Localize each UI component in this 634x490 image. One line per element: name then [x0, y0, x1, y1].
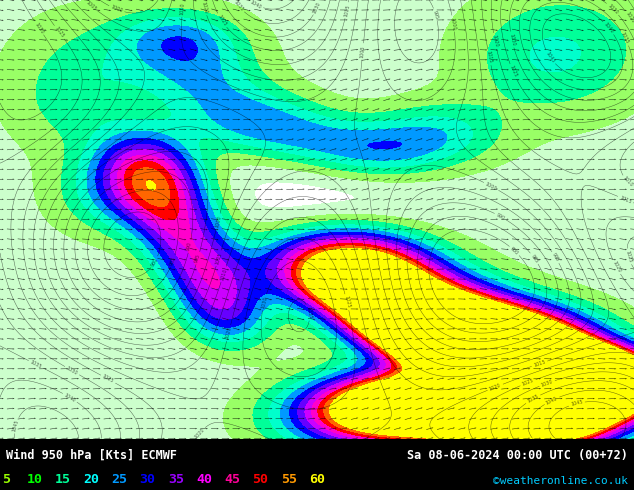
Text: 995: 995: [432, 10, 439, 20]
Text: 1025: 1025: [624, 250, 633, 263]
Text: 30: 30: [139, 473, 155, 486]
Text: 1035: 1035: [306, 306, 313, 319]
Text: Sa 08-06-2024 00:00 UTC (00+72): Sa 08-06-2024 00:00 UTC (00+72): [407, 449, 628, 462]
Text: 1005: 1005: [85, 0, 98, 12]
Text: 1015: 1015: [343, 3, 351, 17]
Text: 1025: 1025: [343, 295, 351, 309]
Text: 1030: 1030: [65, 366, 79, 376]
Text: 1010: 1010: [179, 2, 186, 15]
Text: 1030: 1030: [540, 379, 553, 388]
Text: 1015: 1015: [619, 195, 632, 204]
Text: 1020: 1020: [225, 326, 233, 340]
Text: 1005: 1005: [214, 251, 223, 265]
Text: 1040: 1040: [545, 395, 559, 405]
Text: 45: 45: [224, 473, 240, 486]
Text: 1020: 1020: [489, 383, 502, 392]
Text: 1025: 1025: [521, 378, 534, 387]
Text: 1020: 1020: [200, 0, 209, 14]
Text: 20: 20: [83, 473, 99, 486]
Text: 985: 985: [529, 253, 539, 264]
Text: 1030: 1030: [508, 33, 515, 46]
Text: 1030: 1030: [260, 295, 268, 309]
Text: 15: 15: [55, 473, 71, 486]
Text: 995: 995: [551, 252, 560, 263]
Text: 10: 10: [27, 473, 42, 486]
Text: 995: 995: [195, 253, 202, 263]
Text: 1025: 1025: [508, 65, 518, 78]
Text: 1040: 1040: [603, 22, 614, 34]
Text: 1025: 1025: [101, 374, 115, 384]
Text: 1030: 1030: [313, 0, 322, 14]
Text: 1025: 1025: [624, 11, 634, 24]
Text: 1015: 1015: [486, 50, 493, 64]
Text: 1000: 1000: [110, 4, 124, 14]
Text: 1010: 1010: [622, 175, 634, 188]
Text: 1020: 1020: [193, 427, 205, 440]
Text: 1010: 1010: [219, 268, 228, 281]
Text: 990: 990: [186, 242, 193, 251]
Text: 1045: 1045: [545, 50, 556, 64]
Text: 980: 980: [150, 257, 159, 268]
Text: 60: 60: [309, 473, 325, 486]
Text: 1035: 1035: [526, 393, 540, 404]
Text: 35: 35: [168, 473, 184, 486]
Text: 1030: 1030: [607, 3, 619, 15]
Text: 1045: 1045: [12, 418, 20, 432]
Text: 1000: 1000: [484, 181, 498, 192]
Text: 1040: 1040: [63, 392, 77, 403]
Text: 1035: 1035: [620, 31, 630, 45]
Text: 985: 985: [169, 256, 177, 266]
Text: 1035: 1035: [29, 359, 42, 369]
Text: 5: 5: [3, 473, 10, 486]
Text: 980: 980: [509, 246, 519, 256]
Text: 1035: 1035: [233, 0, 245, 12]
Text: Wind 950 hPa [Kts] ECMWF: Wind 950 hPa [Kts] ECMWF: [6, 449, 178, 462]
Text: 1000: 1000: [214, 215, 222, 228]
Text: 55: 55: [281, 473, 297, 486]
Text: 1020: 1020: [491, 34, 499, 48]
Text: 50: 50: [252, 473, 269, 486]
Text: 1005: 1005: [359, 45, 366, 58]
Text: 25: 25: [112, 473, 127, 486]
Text: 1015: 1015: [533, 359, 547, 368]
Text: ©weatheronline.co.uk: ©weatheronline.co.uk: [493, 476, 628, 486]
Text: 1020: 1020: [611, 260, 621, 273]
Text: 1025: 1025: [54, 26, 65, 39]
Text: 990: 990: [495, 212, 506, 221]
Text: 1025: 1025: [216, 14, 227, 27]
Text: 1040: 1040: [249, 0, 262, 10]
Text: 1000: 1000: [450, 17, 457, 30]
Text: 1045: 1045: [570, 399, 583, 408]
Text: 1030: 1030: [34, 21, 44, 34]
Text: 40: 40: [196, 473, 212, 486]
